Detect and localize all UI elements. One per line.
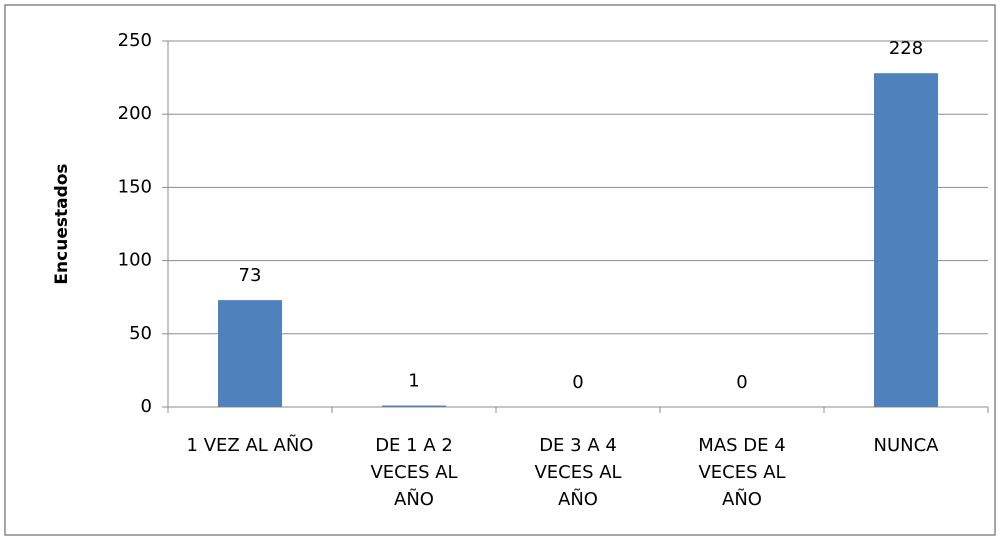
data-label: 1 <box>408 371 419 392</box>
data-label: 73 <box>239 265 262 286</box>
y-axis-label: Encuestados <box>52 163 72 284</box>
data-label: 0 <box>572 372 583 393</box>
data-label: 0 <box>736 372 747 393</box>
y-tick-label: 50 <box>129 323 152 344</box>
chart-border <box>4 4 996 536</box>
x-tick-label: DE 1 A 2 VECES AL AÑO <box>370 435 458 510</box>
y-tick-label: 150 <box>118 176 152 197</box>
bar <box>218 300 282 407</box>
x-tick-label: MAS DE 4 VECES AL AÑO <box>698 435 786 510</box>
bar <box>382 405 446 407</box>
y-tick-label: 250 <box>118 30 152 51</box>
data-label: 228 <box>889 38 923 59</box>
x-tick-label: NUNCA <box>873 435 939 456</box>
x-tick-label: 1 VEZ AL AÑO <box>186 435 314 456</box>
bar <box>874 73 938 407</box>
y-tick-label: 0 <box>141 396 152 417</box>
x-tick-label: DE 3 A 4 VECES AL AÑO <box>534 435 622 510</box>
y-tick-label: 100 <box>118 250 152 271</box>
y-tick-label: 200 <box>118 103 152 124</box>
